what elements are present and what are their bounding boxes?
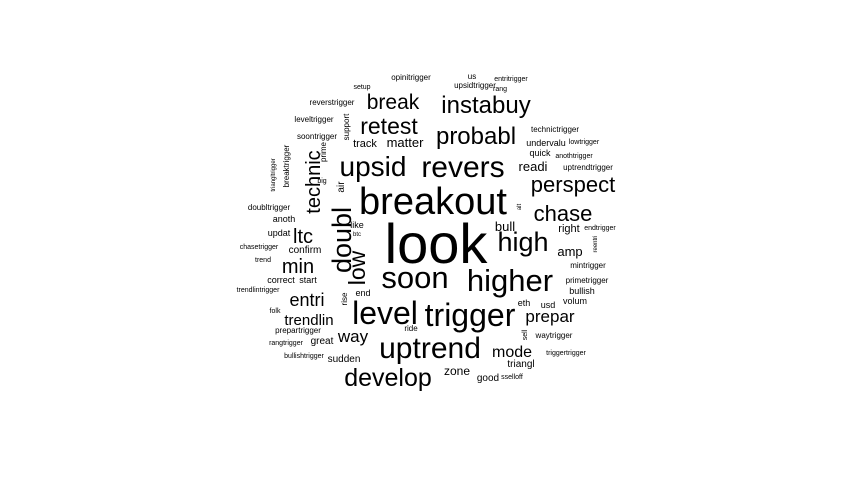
word-higher: higher — [467, 263, 553, 298]
word-prepar: prepar — [525, 307, 574, 326]
word-prime: prime — [319, 141, 328, 162]
word-updat: updat — [268, 228, 291, 238]
word-prepartrigger: prepartrigger — [275, 326, 321, 335]
word-breaktrigger: breaktrigger — [282, 144, 291, 187]
word-confirm: confirm — [289, 245, 322, 256]
word-triggertrigger: triggertrigger — [546, 350, 586, 357]
word-folk: folk — [270, 308, 281, 315]
word-amp: amp — [557, 244, 582, 259]
word-primetrigger: primetrigger — [566, 276, 609, 285]
word-rangtrigger: rangtrigger — [269, 340, 304, 347]
word-great: great — [311, 336, 334, 347]
word-air: air — [336, 181, 347, 193]
word-bullish: bullish — [569, 286, 595, 296]
word-chasetrigger: chasetrigger — [240, 244, 279, 251]
word-us: us — [468, 72, 476, 81]
word-quick: quick — [529, 148, 551, 158]
word-leveltrigger: leveltrigger — [294, 115, 333, 124]
word-trend: trend — [255, 257, 271, 264]
word-anothtrigger: anothtrigger — [555, 153, 593, 160]
word-big: big — [317, 178, 326, 185]
word-breakout: breakout — [359, 181, 507, 223]
word-right: right — [558, 223, 579, 235]
word-lowtrigger: lowtrigger — [569, 139, 600, 146]
word-reentri: reentri — [593, 235, 599, 252]
word-reverstrigger: reverstrigger — [310, 98, 355, 107]
word-setup: setup — [353, 84, 370, 91]
word-chase: chase — [534, 201, 593, 226]
word-eth: eth — [518, 298, 531, 308]
word-triangl: triangl — [507, 359, 534, 370]
word-support: support — [342, 113, 351, 140]
word-matter: matter — [387, 135, 425, 150]
word-volum: volum — [563, 296, 587, 306]
word-ltc: ltc — [293, 226, 313, 248]
word-entritrigger: entritrigger — [494, 76, 528, 83]
word-perspect: perspect — [531, 172, 615, 197]
word-retest: retest — [360, 113, 418, 139]
word-trendlintrigger: trendlintrigger — [237, 287, 280, 294]
word-doubltrigger: doubltrigger — [248, 203, 291, 212]
word-trigger: trigger — [425, 297, 516, 333]
word-upsid: upsid — [340, 151, 407, 182]
word-ride: ride — [404, 324, 418, 333]
word-good: good — [477, 373, 499, 384]
word-btc: btc — [353, 232, 361, 238]
word-low: low — [344, 250, 370, 285]
word-technic: technic — [303, 150, 325, 213]
word-revers: revers — [421, 151, 504, 184]
word-break: break — [367, 91, 420, 114]
word-instabuy: instabuy — [441, 92, 530, 119]
word-waytrigger: waytrigger — [535, 331, 573, 340]
word-develop: develop — [344, 364, 432, 392]
word-bull: bull — [495, 219, 515, 234]
word-rang: rang — [493, 86, 507, 93]
word-alt: alt — [517, 204, 523, 211]
word-readi: readi — [519, 159, 548, 174]
word-sselloff: sselloff — [501, 374, 523, 381]
word-soon: soon — [381, 260, 448, 295]
word-like: like — [350, 220, 364, 230]
word-usd: usd — [541, 300, 556, 310]
word-look: look — [385, 212, 489, 275]
word-uptrendtrigger: uptrendtrigger — [563, 163, 613, 172]
word-probabl: probabl — [436, 123, 516, 150]
word-undervalu: undervalu — [526, 138, 566, 148]
word-mode: mode — [492, 344, 532, 361]
word-way: way — [337, 327, 369, 346]
word-endtrigger: endtrigger — [584, 225, 616, 232]
word-soontrigger: soontrigger — [297, 132, 337, 141]
word-trendlin: trendlin — [284, 312, 333, 329]
word-sell: sell — [522, 329, 529, 340]
word-correct: correct — [267, 275, 295, 285]
word-min: min — [282, 256, 314, 278]
word-track: track — [353, 138, 377, 150]
word-sudden: sudden — [328, 354, 361, 365]
word-anoth: anoth — [273, 214, 296, 224]
word-doubl: doubl — [327, 207, 357, 273]
word-uptrend: uptrend — [379, 332, 481, 365]
word-level: level — [352, 295, 418, 331]
word-rise: rise — [340, 292, 349, 305]
word-mintrigger: mintrigger — [570, 261, 606, 270]
word-entri: entri — [289, 290, 324, 310]
word-zone: zone — [444, 364, 470, 378]
word-high: high — [497, 227, 548, 257]
word-bullishtrigger: bullishtrigger — [284, 353, 324, 360]
word-technictrigger: technictrigger — [531, 125, 579, 134]
word-start: start — [299, 275, 317, 285]
word-upsidtrigger: upsidtrigger — [454, 81, 496, 90]
word-end: end — [355, 288, 370, 298]
word-triangltrigger: triangltrigger — [271, 158, 277, 191]
word-opinitrigger: opinitrigger — [391, 73, 431, 82]
